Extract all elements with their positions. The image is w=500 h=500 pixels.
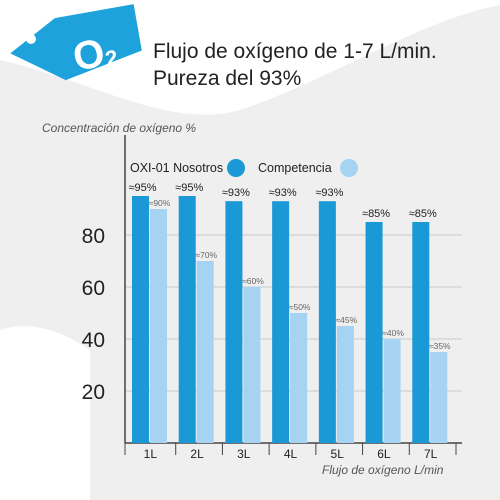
bar-ours (225, 201, 243, 443)
y-tick-label: 60 (82, 277, 105, 300)
y-axis-title: Concentración de oxígeno % (42, 121, 197, 135)
x-tick-label: 7L (424, 447, 438, 461)
y-tick-label: 20 (82, 381, 105, 404)
data-label-ours: ≈93% (315, 187, 343, 199)
x-tick-label: 3L (237, 447, 251, 461)
bar-competitor (383, 339, 401, 443)
bar-competitor (243, 287, 261, 443)
data-label-ours: ≈95% (175, 182, 203, 194)
heading-line-2: Pureza del 93% (153, 67, 302, 90)
data-label-ours: ≈85% (362, 208, 390, 220)
data-label-competitor: ≈50% (289, 302, 311, 312)
x-tick-label: 2L (190, 447, 204, 461)
bar-competitor (290, 313, 308, 443)
data-label-competitor: ≈35% (429, 341, 451, 351)
data-label-ours: ≈93% (269, 187, 297, 199)
bar-ours (412, 222, 430, 443)
legend-swatch-competitor (340, 159, 358, 177)
data-label-competitor: ≈70% (195, 250, 217, 260)
data-label-competitor: ≈40% (382, 328, 404, 338)
y-tick-label: 40 (82, 329, 105, 352)
bar-ours (318, 201, 336, 443)
legend-label-ours: OXI-01 Nosotros (130, 161, 223, 175)
legend-label-competitor: Competencia (258, 161, 332, 175)
x-tick-label: 6L (377, 447, 391, 461)
data-label-ours: ≈93% (222, 187, 250, 199)
x-tick-label: 5L (331, 447, 345, 461)
bar-competitor (430, 352, 448, 443)
page-heading: Flujo de oxígeno de 1-7 L/min. Pureza de… (153, 38, 437, 92)
x-tick-label: 4L (284, 447, 298, 461)
bar-ours (132, 196, 149, 443)
bar-competitor (336, 326, 354, 443)
bar-competitor (150, 209, 167, 443)
y-tick-label: 80 (82, 225, 105, 248)
bar-ours (178, 196, 196, 443)
heading-line-1: Flujo de oxígeno de 1-7 L/min. (153, 40, 437, 63)
bar-ours (272, 201, 290, 443)
background-cutout (0, 326, 90, 500)
x-axis-title: Flujo de oxígeno L/min (322, 463, 444, 477)
data-label-competitor: ≈60% (242, 276, 264, 286)
data-label-competitor: ≈90% (149, 198, 171, 208)
x-tick-label: 1L (144, 447, 158, 461)
legend-swatch-ours (227, 159, 245, 177)
bar-competitor (196, 261, 214, 443)
data-label-ours: ≈85% (409, 208, 437, 220)
bar-ours (365, 222, 383, 443)
price-tag-icon (10, 4, 142, 81)
data-label-competitor: ≈45% (336, 315, 358, 325)
data-label-ours: ≈95% (128, 182, 156, 194)
